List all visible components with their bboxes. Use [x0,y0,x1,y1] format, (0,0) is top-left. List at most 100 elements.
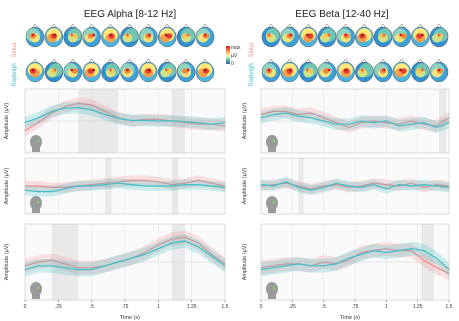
data-point [104,110,106,112]
data-point [410,248,412,250]
data-point [77,269,79,271]
data-point [423,123,425,125]
data-point [335,122,337,124]
ylabel-beta-2: Amplitude (µV) [242,168,248,205]
title-alpha: EEG Alpha [8-12 Hz] [84,9,176,20]
data-point [64,106,66,108]
data-point [37,122,39,124]
data-point [184,121,186,123]
topomap-head [120,23,139,48]
data-point [37,261,39,263]
data-point [117,117,119,120]
data-point [64,263,66,265]
data-point [398,123,400,125]
data-point [131,184,133,186]
data-point [144,185,146,187]
row-label-sinus-right: Sinus [249,42,255,57]
data-point [91,184,93,186]
data-point [157,118,159,120]
data-point [171,120,173,122]
data-point [197,122,199,124]
series-line-rayleigh [260,112,450,129]
x-ticks: 0 .25 .5 .75 1 1.25 1.5 0 .25 .5 .75 1 1.25 1.5 [24,300,453,310]
data-point [211,255,213,257]
head-icon [30,135,42,152]
data-point [323,185,325,187]
topomap-head [336,23,355,48]
topomap-head [261,58,281,83]
data-point [423,250,425,252]
data-point [410,250,412,252]
data-point [435,185,438,187]
data-point [171,185,173,187]
data-point [423,186,425,188]
data-point [285,182,287,184]
topomap-head [336,58,355,83]
data-point [435,125,438,127]
data-point [64,186,66,188]
data-point [64,188,66,190]
data-point [360,120,362,122]
data-point [285,265,287,267]
data-point [335,263,337,265]
data-point [197,179,199,181]
data-point [373,250,375,252]
data-point [298,115,300,117]
data-point [285,263,287,265]
data-point [310,117,312,119]
xtick-label: .5 [322,304,326,310]
topomap-head [101,58,120,83]
data-point [385,122,387,124]
data-point [310,188,312,190]
topomap-head [157,58,177,83]
xlabel-beta: Time (s) [340,315,360,321]
series-line-rayleigh [24,240,226,271]
data-point [285,110,287,112]
topomap-head [44,23,64,48]
ci-band-sinus [25,230,225,275]
data-point [197,123,199,125]
data-point [285,112,287,114]
ci-band-rayleigh [261,107,449,134]
xtick-label: 1 [157,304,160,310]
xtick-label: .25 [289,304,296,310]
data-point [423,184,425,186]
xtick-label: 0 [24,304,27,310]
data-point [131,179,133,181]
data-point [157,181,159,183]
xlabel-alpha: Time (s) [120,315,140,321]
data-point [348,257,350,259]
data-point [435,257,438,259]
colorbar-mid-label: µV [231,53,238,59]
data-point [197,184,199,186]
data-point [51,191,53,193]
data-point [298,185,300,187]
data-point [91,104,93,106]
panel-frame [260,157,450,215]
data-point [157,244,159,246]
data-point [157,248,159,250]
ci-band-rayleigh [25,178,225,197]
xtick-label: .25 [55,304,62,310]
xtick-label: .75 [352,304,359,310]
data-point [323,120,325,122]
data-point [272,185,275,187]
ci-band-sinus [261,105,449,134]
ci-band-rayleigh [25,101,225,130]
head-icon [30,282,42,299]
data-point [77,106,79,109]
data-point [410,120,412,122]
data-point [435,267,438,269]
data-point [360,122,362,124]
data-point [171,184,173,186]
data-point [91,109,93,111]
data-point [51,112,53,114]
topomap-head [411,58,430,83]
xtick-label: 1 [385,304,388,310]
topomap-head [25,23,45,48]
titles: EEG Alpha [8-12 Hz] EEG Beta [12-40 Hz] [84,9,389,20]
data-point [37,191,39,193]
row-label-rayleigh-left: Rayleigh [12,63,18,86]
data-point [157,120,159,122]
data-point [348,126,350,128]
